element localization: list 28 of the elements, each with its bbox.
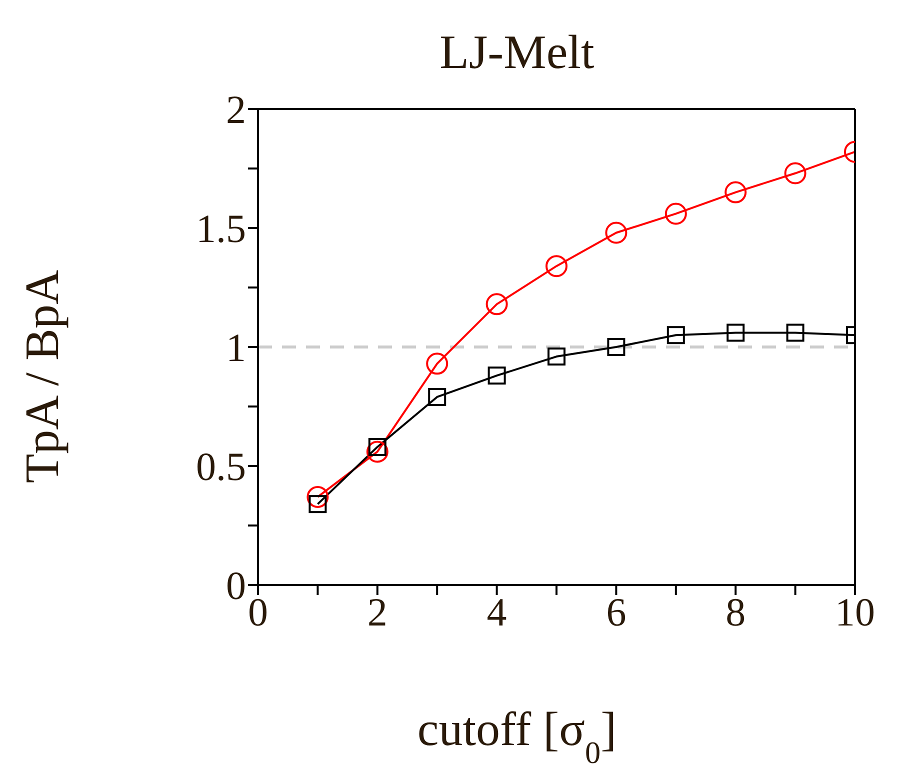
x-tick-label: 4	[486, 589, 507, 634]
point	[488, 366, 506, 385]
x-tick-label: 6	[606, 589, 626, 634]
point	[607, 338, 626, 356]
y-tick-label: 0.5	[196, 444, 246, 490]
point	[666, 326, 685, 344]
x-axis-title: cutoff [σ$_{0}$]	[417, 703, 617, 770]
chart-title: LJ-Melt	[440, 26, 595, 79]
point	[428, 388, 446, 406]
point	[366, 440, 388, 463]
point	[486, 293, 508, 316]
point	[724, 181, 747, 204]
x-tick-label: 8	[726, 589, 746, 634]
x-tick-label: 10	[835, 589, 875, 634]
point	[664, 202, 687, 225]
point	[546, 255, 568, 278]
point	[726, 324, 745, 342]
point	[426, 352, 448, 375]
y-tick-label: 1.5	[196, 206, 246, 252]
point	[605, 222, 628, 244]
y-axis-title: TpA / BpA	[16, 269, 69, 484]
point	[306, 486, 329, 508]
point	[548, 348, 566, 366]
y-tick-label: 1	[226, 325, 246, 370]
x-tick-label: 2	[367, 589, 388, 634]
point	[786, 324, 804, 342]
point	[784, 162, 806, 184]
y-tick-label: 2	[226, 87, 246, 132]
